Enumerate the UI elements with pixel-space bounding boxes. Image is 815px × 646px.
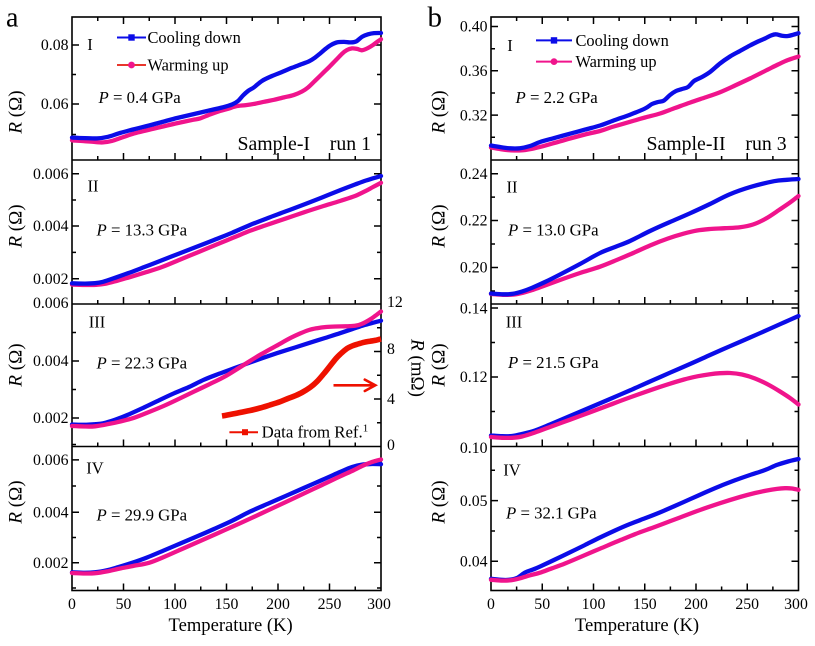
svg-text:P = 29.9 GPa: P = 29.9 GPa xyxy=(96,506,188,525)
svg-text:150: 150 xyxy=(633,596,657,613)
svg-text:100: 100 xyxy=(582,596,606,613)
svg-text:Warming up: Warming up xyxy=(148,56,229,75)
svg-text:III: III xyxy=(89,313,105,332)
svg-text:0.002: 0.002 xyxy=(33,555,69,572)
svg-text:Temperature (K): Temperature (K) xyxy=(575,615,699,636)
svg-text:P = 21.5 GPa: P = 21.5 GPa xyxy=(507,353,599,372)
svg-text:II: II xyxy=(507,178,518,197)
svg-text:P = 22.3 GPa: P = 22.3 GPa xyxy=(96,354,188,373)
svg-text:R (Ω): R (Ω) xyxy=(6,204,27,248)
svg-text:R (Ω): R (Ω) xyxy=(429,90,450,134)
svg-text:P = 13.3 GPa: P = 13.3 GPa xyxy=(96,221,188,240)
svg-text:I: I xyxy=(507,36,513,55)
svg-text:R (Ω): R (Ω) xyxy=(429,480,450,524)
svg-text:R (Ω): R (Ω) xyxy=(6,480,27,524)
svg-text:Sample-I run 1: Sample-I run 1 xyxy=(238,133,372,155)
svg-text:IV: IV xyxy=(503,461,520,480)
svg-text:0.10: 0.10 xyxy=(460,440,488,457)
svg-text:0.06: 0.06 xyxy=(41,96,69,113)
svg-text:150: 150 xyxy=(215,596,239,613)
svg-text:0.006: 0.006 xyxy=(33,452,69,469)
svg-text:0.006: 0.006 xyxy=(33,166,69,183)
svg-text:0.24: 0.24 xyxy=(460,166,488,183)
svg-text:50: 50 xyxy=(534,596,550,613)
svg-text:Cooling down: Cooling down xyxy=(576,31,669,50)
svg-text:0.22: 0.22 xyxy=(460,213,488,230)
svg-text:R (mΩ): R (mΩ) xyxy=(407,338,428,397)
svg-text:200: 200 xyxy=(266,596,290,613)
svg-text:P = 2.2 GPa: P = 2.2 GPa xyxy=(515,88,599,107)
svg-text:300: 300 xyxy=(367,596,391,613)
svg-text:50: 50 xyxy=(116,596,132,613)
svg-text:Temperature (K): Temperature (K) xyxy=(169,615,293,636)
svg-text:R (Ω): R (Ω) xyxy=(6,343,27,387)
svg-text:I: I xyxy=(87,35,93,54)
svg-text:R (Ω): R (Ω) xyxy=(6,90,27,134)
svg-text:Data from Ref.1: Data from Ref.1 xyxy=(262,423,369,442)
svg-text:0: 0 xyxy=(487,596,495,613)
svg-text:4: 4 xyxy=(387,391,395,408)
svg-text:0.14: 0.14 xyxy=(460,301,488,318)
svg-text:0.002: 0.002 xyxy=(33,271,69,288)
svg-text:II: II xyxy=(88,177,99,196)
svg-text:III: III xyxy=(506,313,522,332)
svg-text:0.05: 0.05 xyxy=(460,493,488,510)
svg-text:P = 13.0 GPa: P = 13.0 GPa xyxy=(507,221,599,240)
svg-text:300: 300 xyxy=(784,596,808,613)
svg-text:200: 200 xyxy=(684,596,708,613)
svg-text:0.004: 0.004 xyxy=(33,505,69,522)
svg-text:12: 12 xyxy=(387,294,403,311)
svg-text:8: 8 xyxy=(387,341,395,358)
svg-text:IV: IV xyxy=(86,459,103,478)
svg-text:0.006: 0.006 xyxy=(33,295,69,312)
svg-text:b: b xyxy=(428,2,443,34)
svg-text:0.32: 0.32 xyxy=(460,107,488,124)
svg-text:0.40: 0.40 xyxy=(460,19,488,36)
svg-text:0: 0 xyxy=(68,596,76,613)
svg-text:Cooling down: Cooling down xyxy=(148,28,241,47)
svg-text:R (Ω): R (Ω) xyxy=(429,343,450,387)
svg-text:0.004: 0.004 xyxy=(33,218,69,235)
svg-text:250: 250 xyxy=(318,596,342,613)
svg-text:0.002: 0.002 xyxy=(33,410,69,427)
svg-text:Warming up: Warming up xyxy=(576,52,657,71)
svg-text:0.36: 0.36 xyxy=(460,63,488,80)
svg-text:0.12: 0.12 xyxy=(460,369,488,386)
svg-text:Sample-II run 3: Sample-II run 3 xyxy=(647,133,787,155)
svg-text:0.04: 0.04 xyxy=(460,554,488,571)
svg-text:a: a xyxy=(6,3,19,34)
svg-text:0.08: 0.08 xyxy=(41,37,69,54)
svg-text:0: 0 xyxy=(387,437,395,454)
svg-text:100: 100 xyxy=(163,596,187,613)
svg-text:0.004: 0.004 xyxy=(33,353,69,370)
svg-text:P = 0.4 GPa: P = 0.4 GPa xyxy=(98,88,182,107)
svg-text:0.20: 0.20 xyxy=(460,260,488,277)
svg-text:R (Ω): R (Ω) xyxy=(429,204,450,248)
svg-text:P = 32.1 GPa: P = 32.1 GPa xyxy=(505,504,597,523)
svg-text:250: 250 xyxy=(735,596,759,613)
